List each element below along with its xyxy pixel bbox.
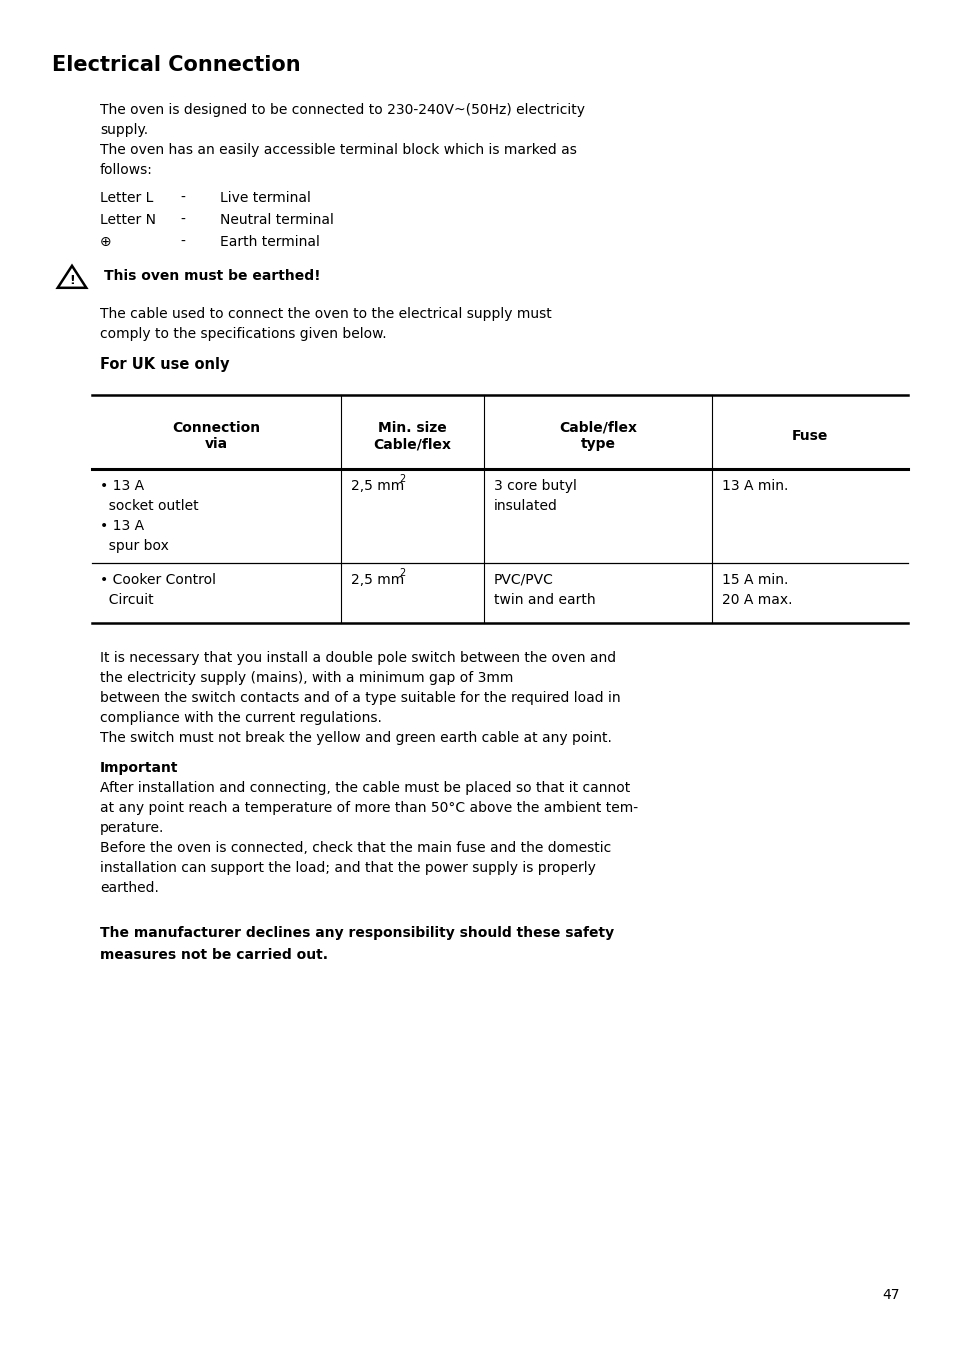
Text: The manufacturer declines any responsibility should these safety: The manufacturer declines any responsibi… [100,926,614,940]
Text: the electricity supply (mains), with a minimum gap of 3mm: the electricity supply (mains), with a m… [100,671,513,685]
Text: After installation and connecting, the cable must be placed so that it cannot: After installation and connecting, the c… [100,781,630,795]
Text: Important: Important [100,761,178,775]
Text: at any point reach a temperature of more than 50°C above the ambient tem-: at any point reach a temperature of more… [100,800,638,815]
Text: 47: 47 [882,1288,899,1302]
Text: 15 A min.: 15 A min. [721,573,788,587]
Text: For UK use only: For UK use only [100,357,230,372]
Text: 2: 2 [398,568,405,579]
Text: Letter L: Letter L [100,191,153,206]
Text: It is necessary that you install a double pole switch between the oven and: It is necessary that you install a doubl… [100,652,616,665]
Text: insulated: insulated [493,499,557,512]
Text: Cable/flex
type: Cable/flex type [558,420,637,452]
Text: This oven must be earthed!: This oven must be earthed! [104,269,320,283]
Text: PVC/PVC: PVC/PVC [493,573,553,587]
Text: supply.: supply. [100,123,148,137]
Text: Electrical Connection: Electrical Connection [52,55,300,74]
Text: -: - [180,191,185,206]
Text: -: - [180,235,185,249]
Text: Fuse: Fuse [791,429,827,443]
Text: Earth terminal: Earth terminal [220,235,319,249]
Text: compliance with the current regulations.: compliance with the current regulations. [100,711,381,725]
Text: 3 core butyl: 3 core butyl [493,479,576,493]
Text: comply to the specifications given below.: comply to the specifications given below… [100,327,386,341]
Text: -: - [180,214,185,227]
Text: The cable used to connect the oven to the electrical supply must: The cable used to connect the oven to th… [100,307,551,320]
Text: twin and earth: twin and earth [493,594,595,607]
Text: follows:: follows: [100,164,152,177]
Text: The oven has an easily accessible terminal block which is marked as: The oven has an easily accessible termin… [100,143,577,157]
Text: Letter N: Letter N [100,214,156,227]
Text: ⊕: ⊕ [100,235,112,249]
Text: The oven is designed to be connected to 230-240V~(50Hz) electricity: The oven is designed to be connected to … [100,103,584,118]
Text: Neutral terminal: Neutral terminal [220,214,334,227]
Text: Min. size
Cable/flex: Min. size Cable/flex [373,420,451,452]
Text: between the switch contacts and of a type suitable for the required load in: between the switch contacts and of a typ… [100,691,620,704]
Text: installation can support the load; and that the power supply is properly: installation can support the load; and t… [100,861,596,875]
Text: • 13 A: • 13 A [100,519,144,533]
Text: Connection
via: Connection via [172,420,260,452]
Text: !: ! [69,273,74,287]
Text: Circuit: Circuit [100,594,153,607]
Text: • 13 A: • 13 A [100,479,144,493]
Text: 2,5 mm: 2,5 mm [351,479,404,493]
Text: measures not be carried out.: measures not be carried out. [100,948,328,963]
Text: The switch must not break the yellow and green earth cable at any point.: The switch must not break the yellow and… [100,731,611,745]
Text: earthed.: earthed. [100,882,159,895]
Text: Before the oven is connected, check that the main fuse and the domestic: Before the oven is connected, check that… [100,841,611,854]
Text: perature.: perature. [100,821,164,836]
Text: socket outlet: socket outlet [100,499,198,512]
Text: 2,5 mm: 2,5 mm [351,573,404,587]
Text: spur box: spur box [100,539,169,553]
Text: • Cooker Control: • Cooker Control [100,573,215,587]
Text: 13 A min.: 13 A min. [721,479,788,493]
Text: Live terminal: Live terminal [220,191,311,206]
Text: 20 A max.: 20 A max. [721,594,792,607]
Text: 2: 2 [398,475,405,484]
